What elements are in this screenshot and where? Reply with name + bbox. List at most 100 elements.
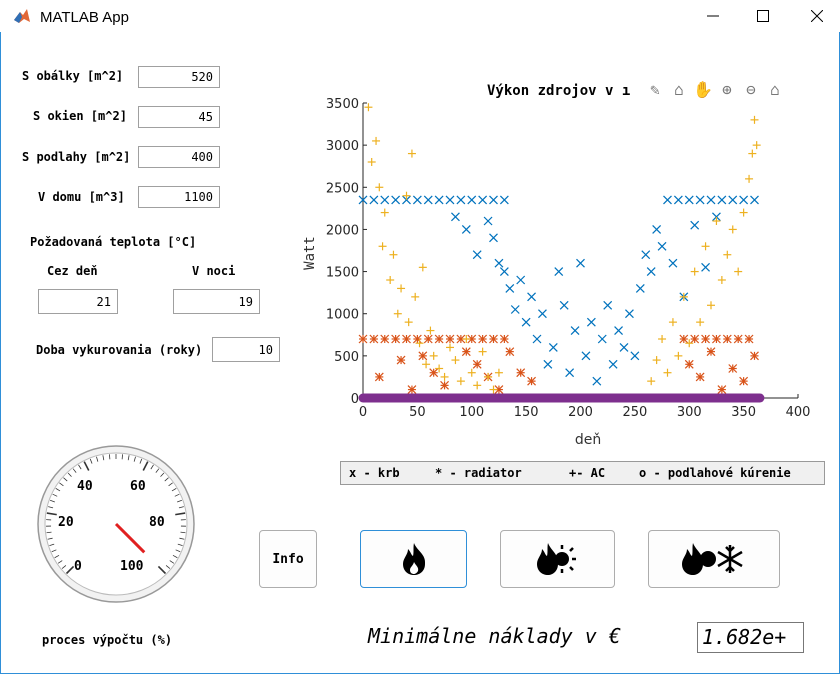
window-title: MATLAB App — [40, 9, 129, 26]
ac-point — [478, 347, 487, 356]
krb-point — [565, 368, 575, 378]
krb-point — [499, 267, 509, 276]
gauge-tick — [83, 461, 90, 471]
ac-point — [745, 174, 754, 183]
min-cost-field[interactable]: 1.682e+ — [697, 622, 804, 653]
radiator-point — [489, 334, 498, 344]
gauge-tick — [61, 565, 67, 569]
gauge-label: proces výpočtu (%) — [42, 633, 173, 647]
ac-point — [389, 250, 398, 259]
title-bar: MATLAB App — [0, 0, 840, 32]
y-tick-label: 3500 — [326, 97, 359, 112]
gauge-tick — [172, 554, 178, 559]
chart-title: Výkon zdrojov v ı — [487, 83, 630, 99]
krb-button[interactable] — [360, 530, 467, 588]
radiator-point — [690, 334, 700, 344]
legend-radiator: * - radiator — [435, 466, 522, 480]
pan-hand-icon[interactable]: ✋ — [693, 79, 713, 99]
ac-point — [364, 103, 373, 112]
radiator-point — [499, 334, 509, 344]
zoom-out-icon[interactable]: ⊖ — [746, 79, 756, 99]
min-cost-label: Minimálne náklady v € — [368, 624, 621, 648]
s-okien-field[interactable]: 45 — [138, 106, 220, 128]
ac-point — [748, 149, 757, 158]
krb-point — [423, 195, 433, 205]
gauge-tick — [168, 482, 173, 487]
ac-point — [658, 335, 667, 343]
krb-point — [641, 250, 651, 260]
x-tick-label: 50 — [409, 405, 426, 420]
v-domu-field[interactable]: 1100 — [138, 186, 220, 208]
ac-point — [404, 318, 413, 327]
data-tips-icon[interactable]: ⌂ — [674, 79, 684, 99]
ac-point — [696, 318, 705, 327]
gauge-tick — [47, 537, 53, 540]
radiator-point — [684, 359, 694, 369]
krb-point — [657, 241, 667, 251]
gauge-tick — [78, 464, 82, 470]
krb-point — [543, 359, 553, 369]
x-tick-label: 150 — [514, 405, 539, 420]
ac-point — [674, 351, 683, 360]
day-temp-field[interactable]: 21 — [38, 289, 118, 314]
power-chart: Výkon zdrojov v ı 0 50 100 150 200 250 300 350 4… — [302, 83, 811, 448]
radiator-point — [744, 334, 754, 344]
krb-ac-button[interactable] — [500, 530, 615, 588]
krb-point — [369, 195, 379, 205]
gauge-tick — [139, 458, 143, 464]
krb-point — [630, 351, 640, 361]
ac-point — [723, 250, 732, 259]
krb-point — [608, 359, 618, 369]
gauge-tick — [133, 456, 136, 462]
krb-point — [592, 376, 602, 386]
info-button[interactable]: Info — [259, 530, 317, 588]
temperature-heading: Požadovaná teplota [°C] — [30, 235, 197, 249]
y-tick-label: 0 — [351, 392, 359, 407]
radiator-point — [706, 347, 716, 357]
krb-point — [402, 195, 411, 205]
zoom-in-icon[interactable]: ⊕ — [722, 79, 732, 99]
home-icon[interactable]: ⌂ — [770, 79, 780, 99]
gauge-tick-label: 40 — [77, 479, 93, 494]
ac-point — [484, 372, 493, 381]
matlab-logo-icon — [14, 9, 30, 23]
y-axis-label: Watt — [302, 236, 318, 270]
chart-points — [358, 103, 765, 403]
radiator-point — [527, 376, 536, 386]
x-tick-label: 400 — [786, 405, 811, 420]
gauge-tick — [65, 565, 75, 575]
radiator-point — [701, 334, 710, 344]
krb-point — [581, 351, 591, 361]
krb-point — [391, 195, 401, 205]
gauge-tick — [67, 472, 72, 477]
krb-point — [586, 317, 596, 327]
krb-point — [597, 334, 607, 344]
radiator-point — [358, 334, 368, 344]
gauge-tick — [51, 549, 57, 553]
radiator-point — [380, 334, 390, 344]
brush-icon[interactable]: ✎ — [650, 79, 660, 99]
legend-ac: +- AC — [569, 466, 606, 480]
close-button[interactable] — [794, 0, 840, 32]
night-temp-field[interactable]: 19 — [173, 289, 260, 314]
radiator-point — [472, 359, 482, 369]
duration-field[interactable]: 10 — [212, 337, 280, 362]
s-podlahy-field[interactable]: 400 — [138, 146, 220, 168]
maximize-button[interactable] — [740, 0, 786, 32]
s-obalky-field[interactable]: 520 — [138, 66, 220, 88]
night-temp-label: V noci — [192, 264, 236, 278]
gauge-tick — [89, 458, 93, 464]
minimize-button[interactable] — [690, 0, 736, 32]
gauge-tick — [179, 537, 185, 540]
gauge-tick — [59, 482, 64, 487]
radiator-point — [467, 334, 477, 344]
gauge-tick — [155, 468, 160, 473]
radiator-point — [402, 334, 411, 344]
ac-point — [707, 301, 715, 310]
krb-point — [614, 326, 623, 335]
gauge-tick — [177, 543, 183, 547]
radiator-point — [717, 385, 727, 394]
day-temp-label: Cez deň — [47, 264, 98, 278]
ac-point — [402, 191, 411, 200]
krb-ac-floor-button[interactable] — [648, 530, 780, 588]
